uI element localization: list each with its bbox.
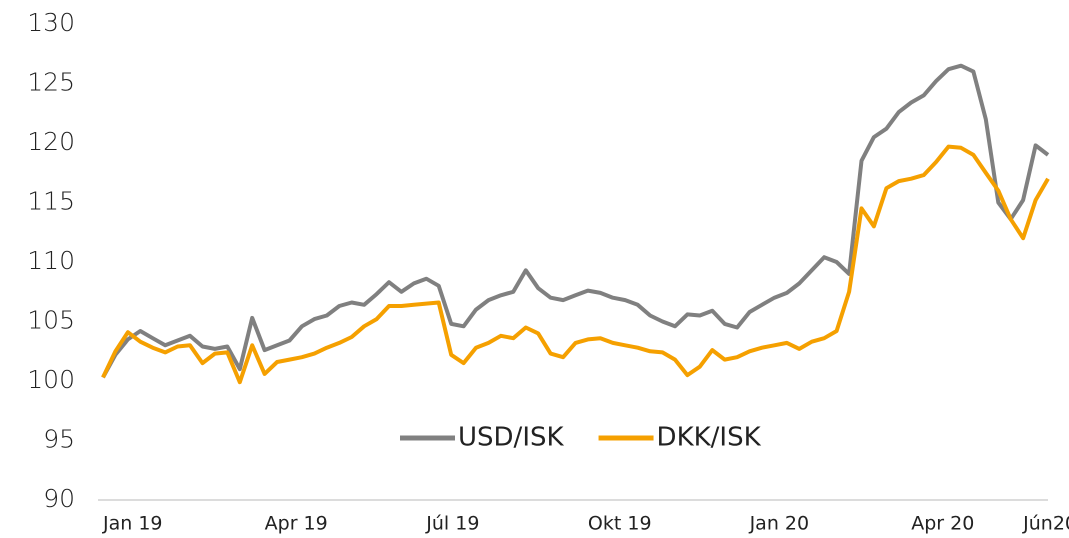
x-tick-label: Júl 19 bbox=[425, 513, 479, 535]
x-tick-label: Jan 19 bbox=[102, 513, 163, 535]
y-tick-label: 110 bbox=[27, 246, 75, 275]
line-series bbox=[101, 63, 1050, 379]
y-tick-label: 120 bbox=[27, 127, 75, 156]
y-tick-label: 105 bbox=[27, 306, 75, 335]
x-tick-label: Okt 19 bbox=[588, 513, 652, 535]
y-tick-label: 125 bbox=[27, 68, 75, 97]
x-tick-label: Jún20 bbox=[1022, 513, 1069, 535]
y-tick-label: 90 bbox=[43, 484, 75, 513]
x-tick-label: Apr 19 bbox=[265, 513, 328, 535]
x-tick-label: Apr 20 bbox=[911, 513, 974, 535]
legend-label: DKK/ISK bbox=[657, 423, 762, 453]
y-tick-label: 100 bbox=[27, 365, 75, 394]
y-tick-label: 115 bbox=[27, 187, 75, 216]
x-tick-label: Jan 20 bbox=[749, 513, 810, 535]
line-series bbox=[101, 144, 1050, 385]
y-tick-label: 95 bbox=[43, 425, 75, 454]
y-tick-label: 130 bbox=[27, 8, 75, 37]
legend-label: USD/ISK bbox=[458, 423, 564, 453]
